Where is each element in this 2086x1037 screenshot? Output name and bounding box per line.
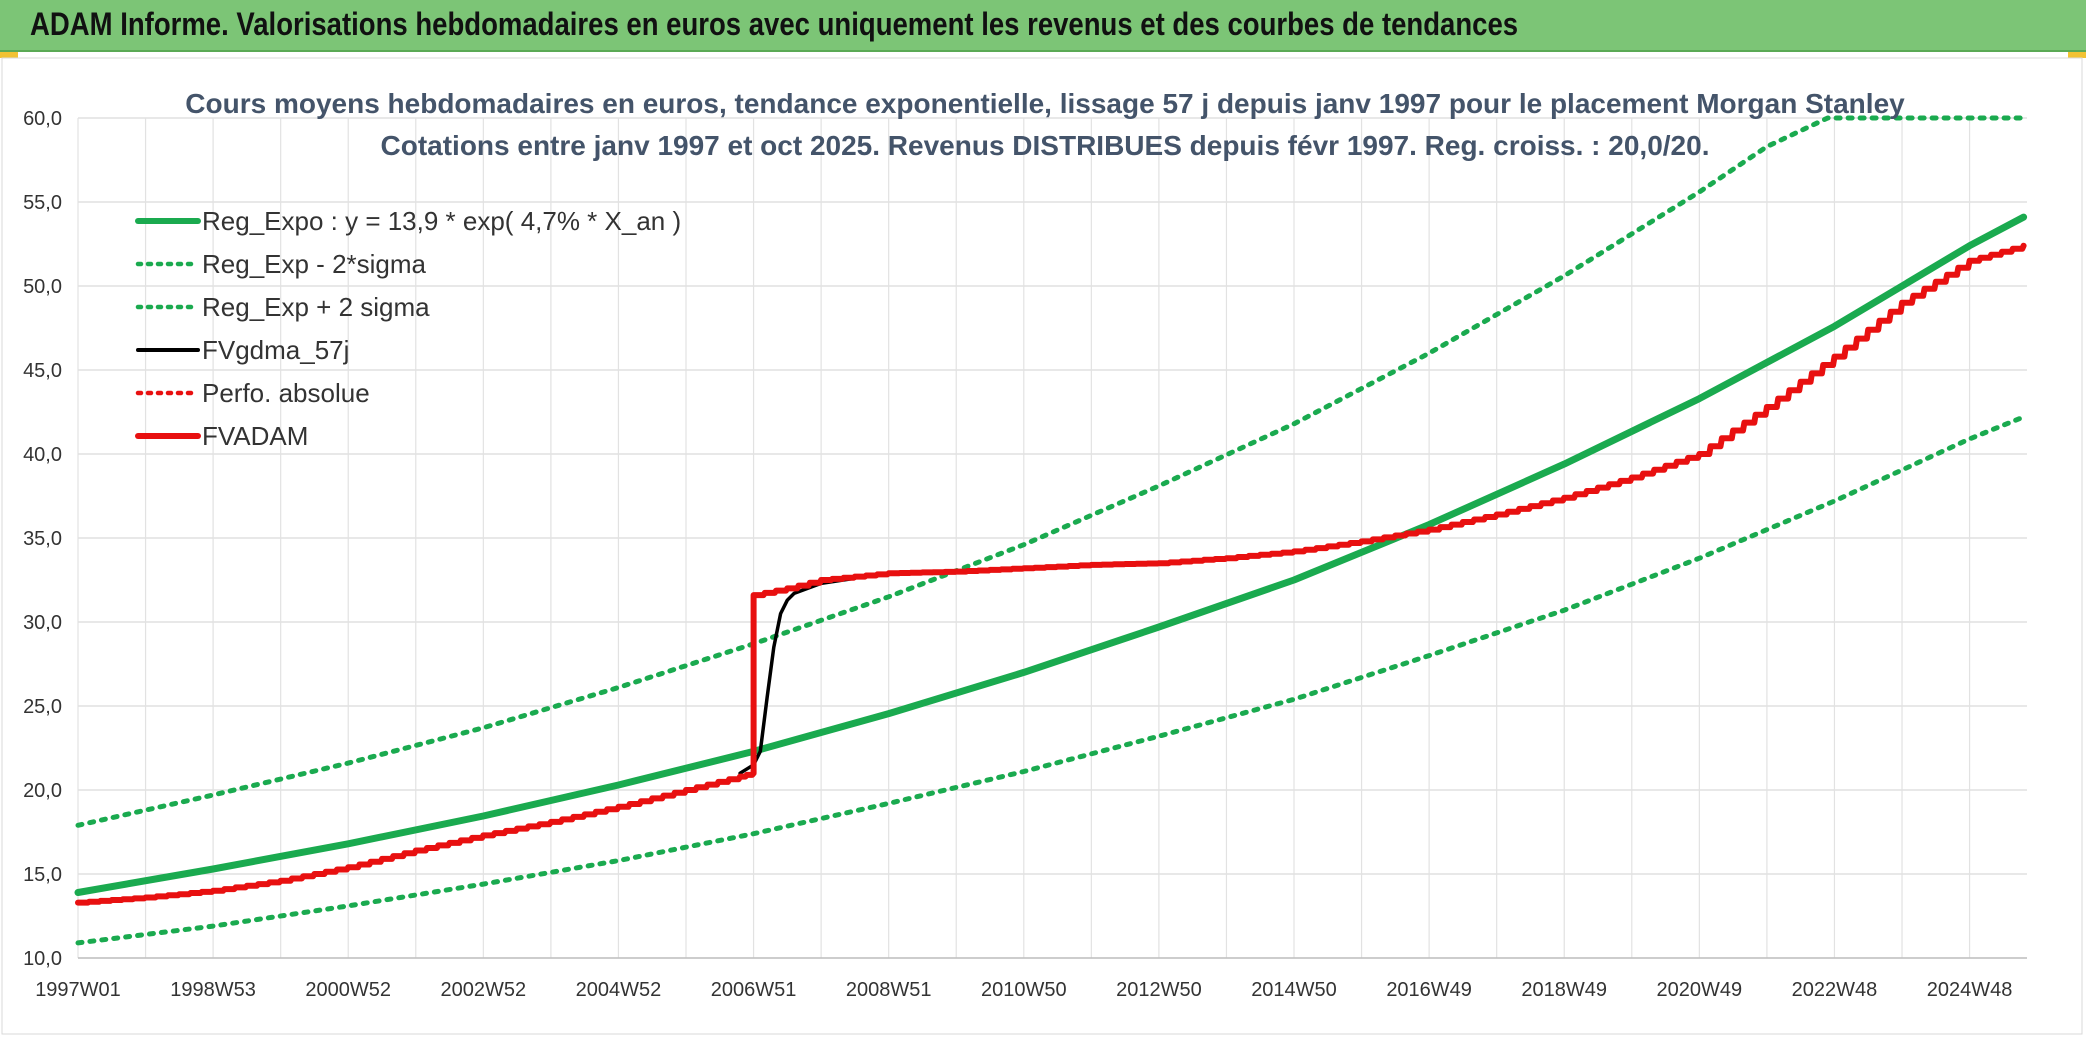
y-tick-label: 30,0 <box>23 612 62 634</box>
x-tick-label: 2000W52 <box>305 979 391 1001</box>
x-tick-label: 2018W49 <box>1521 979 1607 1001</box>
legend-label: Reg_Exp + 2 sigma <box>202 292 430 322</box>
x-tick-label: 1998W53 <box>170 979 256 1001</box>
x-tick-label: 2014W50 <box>1251 979 1337 1001</box>
legend-label: FVgdma_57j <box>202 335 349 365</box>
legend-label: Perfo. absolue <box>202 378 370 408</box>
x-tick-label: 2008W51 <box>846 979 932 1001</box>
x-tick-label: 2020W49 <box>1657 979 1743 1001</box>
legend: Reg_Expo : y = 13,9 * exp( 4,7% * X_an )… <box>135 206 681 451</box>
x-tick-label: 2024W48 <box>1927 979 2013 1001</box>
corner-accent-left <box>0 52 18 58</box>
y-tick-label: 55,0 <box>23 192 62 214</box>
legend-label: FVADAM <box>202 421 308 451</box>
corner-accent-right <box>2068 52 2086 58</box>
x-tick-label: 2022W48 <box>1792 979 1878 1001</box>
x-tick-label: 2002W52 <box>441 979 527 1001</box>
y-tick-label: 15,0 <box>23 864 62 886</box>
y-tick-label: 25,0 <box>23 696 62 718</box>
x-tick-label: 2006W51 <box>711 979 797 1001</box>
chart-title-line-2: Cotations entre janv 1997 et oct 2025. R… <box>381 130 1710 161</box>
x-tick-label: 1997W01 <box>35 979 121 1001</box>
y-tick-label: 50,0 <box>23 276 62 298</box>
series-line-5 <box>75 242 2027 906</box>
y-tick-label: 20,0 <box>23 780 62 802</box>
y-tick-label: 10,0 <box>23 948 62 970</box>
y-tick-label: 35,0 <box>23 528 62 550</box>
report-title: ADAM Informe. Valorisations hebdomadaire… <box>30 6 1519 42</box>
series-line-1 <box>75 414 2027 946</box>
series-line-3 <box>738 576 857 775</box>
x-tick-label: 2016W49 <box>1386 979 1472 1001</box>
chart-title: Cours moyens hebdomadaires en euros, ten… <box>185 88 1905 161</box>
y-tick-label: 60,0 <box>23 108 62 130</box>
series-line-2 <box>75 115 2027 828</box>
legend-label: Reg_Exp - 2*sigma <box>202 249 427 279</box>
axes: 10,0 15,0 20,0 25,0 30,0 35,0 40,0 45,0 50,0 55,0… <box>23 108 2027 1001</box>
x-tick-label: 2010W50 <box>981 979 1067 1001</box>
y-tick-label: 40,0 <box>23 444 62 466</box>
series-line-0 <box>74 213 2028 896</box>
chart-area <box>1 57 2083 1035</box>
y-tick-label: 45,0 <box>23 360 62 382</box>
chart-title-line-1: Cours moyens hebdomadaires en euros, ten… <box>185 88 1905 119</box>
legend-label: Reg_Expo : y = 13,9 * exp( 4,7% * X_an ) <box>202 206 681 236</box>
report-banner: ADAM Informe. Valorisations hebdomadaire… <box>0 0 2086 52</box>
x-tick-label: 2004W52 <box>576 979 662 1001</box>
x-tick-label: 2012W50 <box>1116 979 1202 1001</box>
series-layer <box>74 115 2028 946</box>
